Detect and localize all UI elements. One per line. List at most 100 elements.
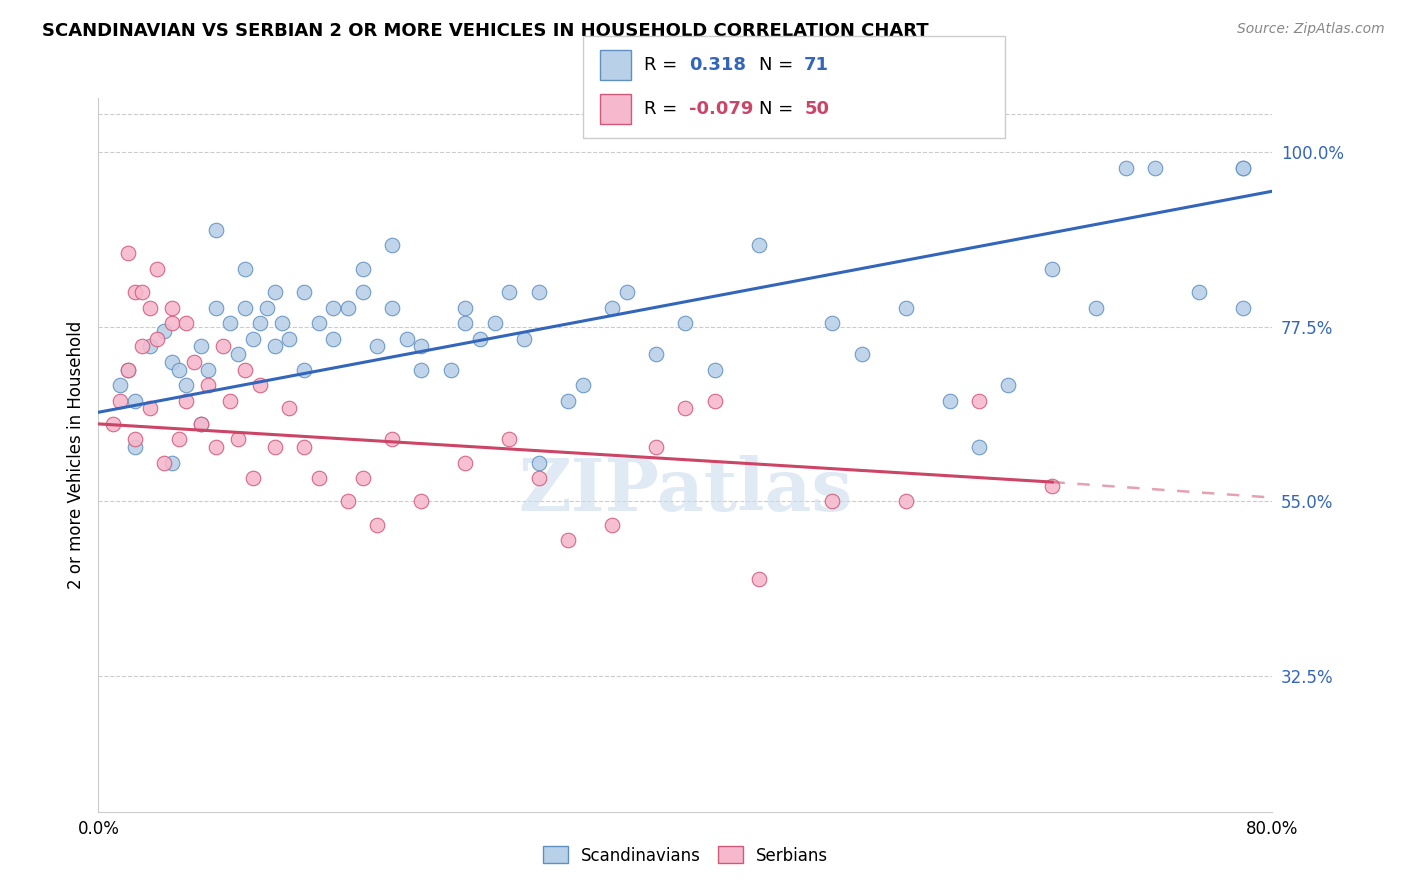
- Point: [381, 433, 404, 447]
- Point: [270, 316, 292, 330]
- Point: [1232, 161, 1254, 175]
- Point: [366, 517, 388, 532]
- Point: [894, 301, 917, 315]
- Point: [938, 393, 960, 408]
- Point: [146, 332, 169, 346]
- Point: [748, 238, 770, 252]
- Point: [308, 471, 330, 485]
- Point: [411, 339, 433, 353]
- Point: [212, 339, 235, 353]
- Text: 0.318: 0.318: [689, 56, 747, 74]
- Point: [484, 316, 506, 330]
- Point: [292, 362, 315, 376]
- Point: [190, 339, 212, 353]
- Point: [1232, 301, 1254, 315]
- Point: [219, 316, 242, 330]
- Point: [336, 494, 359, 508]
- Text: 50: 50: [804, 100, 830, 118]
- Point: [226, 347, 249, 361]
- Point: [205, 223, 228, 237]
- Point: [381, 238, 404, 252]
- Point: [167, 433, 190, 447]
- Point: [110, 393, 132, 408]
- Point: [997, 378, 1019, 392]
- Point: [1040, 261, 1063, 276]
- Point: [139, 401, 162, 416]
- Text: SCANDINAVIAN VS SERBIAN 2 OR MORE VEHICLES IN HOUSEHOLD CORRELATION CHART: SCANDINAVIAN VS SERBIAN 2 OR MORE VEHICL…: [42, 22, 929, 40]
- Point: [292, 440, 315, 454]
- Point: [322, 332, 344, 346]
- Point: [117, 246, 139, 260]
- Point: [557, 533, 579, 548]
- Point: [263, 285, 285, 299]
- Point: [131, 339, 153, 353]
- Point: [190, 417, 212, 431]
- Point: [176, 316, 198, 330]
- Point: [167, 362, 190, 376]
- Point: [263, 339, 285, 353]
- Point: [146, 261, 169, 276]
- Point: [153, 456, 176, 470]
- Point: [101, 417, 124, 431]
- Point: [411, 494, 433, 508]
- Point: [645, 440, 668, 454]
- Point: [527, 456, 550, 470]
- Text: N =: N =: [759, 56, 799, 74]
- Point: [308, 316, 330, 330]
- Point: [124, 285, 146, 299]
- Point: [366, 339, 388, 353]
- Point: [352, 261, 374, 276]
- Point: [821, 316, 844, 330]
- Text: N =: N =: [759, 100, 799, 118]
- Point: [894, 494, 917, 508]
- Point: [322, 301, 344, 315]
- Point: [395, 332, 418, 346]
- Point: [675, 316, 697, 330]
- Point: [256, 301, 278, 315]
- Point: [527, 471, 550, 485]
- Point: [205, 301, 228, 315]
- Point: [292, 285, 315, 299]
- Point: [249, 378, 271, 392]
- Text: R =: R =: [644, 56, 683, 74]
- Point: [139, 301, 162, 315]
- Point: [160, 316, 183, 330]
- Point: [124, 433, 146, 447]
- Point: [527, 285, 550, 299]
- Text: -0.079: -0.079: [689, 100, 754, 118]
- Point: [219, 393, 242, 408]
- Point: [675, 401, 697, 416]
- Point: [411, 362, 433, 376]
- Point: [160, 355, 183, 369]
- Point: [263, 440, 285, 454]
- Point: [454, 316, 477, 330]
- Point: [967, 440, 990, 454]
- Point: [1144, 161, 1167, 175]
- Point: [278, 401, 301, 416]
- Point: [160, 456, 183, 470]
- Y-axis label: 2 or more Vehicles in Household: 2 or more Vehicles in Household: [66, 321, 84, 589]
- Point: [183, 355, 205, 369]
- Point: [117, 362, 139, 376]
- Text: Source: ZipAtlas.com: Source: ZipAtlas.com: [1237, 22, 1385, 37]
- Point: [190, 417, 212, 431]
- Point: [498, 433, 520, 447]
- Point: [278, 332, 301, 346]
- Point: [557, 393, 579, 408]
- Point: [1040, 479, 1063, 493]
- Point: [616, 285, 638, 299]
- Point: [124, 440, 146, 454]
- Point: [600, 517, 623, 532]
- Point: [703, 393, 725, 408]
- Point: [600, 301, 623, 315]
- Text: 71: 71: [804, 56, 830, 74]
- Point: [131, 285, 153, 299]
- Point: [352, 285, 374, 299]
- Point: [153, 324, 176, 338]
- Point: [249, 316, 271, 330]
- Point: [110, 378, 132, 392]
- Point: [176, 393, 198, 408]
- Point: [124, 393, 146, 408]
- Point: [1085, 301, 1108, 315]
- Point: [242, 332, 264, 346]
